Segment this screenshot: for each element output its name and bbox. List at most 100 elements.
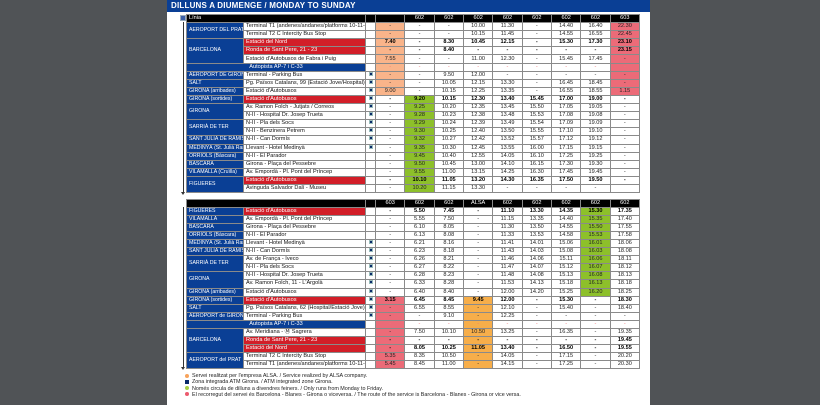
atm-zone-cell (365, 207, 376, 217)
departure-time: 8.22 (433, 263, 464, 273)
departure-time: - (375, 143, 406, 153)
departure-time: - (374, 239, 406, 249)
station-name: BÀSCARA (186, 223, 244, 233)
departure-time: - (375, 78, 406, 88)
stop-name: Terminal - Parking Bus (242, 70, 367, 80)
atm-zone-cell (365, 343, 376, 353)
timetable-page: DILLUNS A DIUMENGE / MONDAY TO SUNDAY Lí… (167, 0, 650, 405)
departure-time: - (521, 78, 552, 88)
station-name: SARRIÀ DE TER (186, 255, 244, 273)
departure-time: - (521, 70, 552, 80)
legend-text: Zona integrada ATM Girona. / ATM integra… (192, 379, 333, 386)
stop-name: Terminal T1 (andenes/andanes/platforms 1… (243, 359, 366, 369)
atm-bus-icon (368, 248, 373, 253)
departure-time: - (375, 70, 406, 80)
departure-time: 13.50 (492, 127, 523, 137)
departure-time: - (375, 127, 406, 137)
departure-time: - (374, 287, 406, 297)
departure-time: 15.54 (521, 119, 552, 129)
departure-time: - (462, 215, 494, 225)
route-number: 602 (462, 13, 494, 24)
departure-time: 6.10 (404, 223, 435, 233)
stop-name: Ronda de Sant Pere, 21 - 23 (242, 46, 367, 56)
atm-zone-cell (365, 103, 377, 113)
route-number: 602 (404, 13, 435, 24)
departure-time: 11.15 (433, 183, 465, 194)
departure-time: - (375, 119, 406, 129)
departure-time: - (521, 62, 552, 72)
departure-time: 17.45 (550, 167, 582, 177)
departure-time: - (375, 159, 406, 169)
departure-time: 8.35 (404, 351, 435, 361)
departure-time: - (433, 62, 465, 72)
departure-time: - (580, 183, 611, 194)
departure-time: 10.10 (433, 327, 464, 337)
table-row: MEDINYÀ (St. Julià Ramis)Llevant - Hotel… (186, 143, 641, 153)
departure-time: 8.30 (433, 38, 465, 48)
departure-time: 13.52 (492, 135, 523, 145)
departure-time: 6.13 (404, 231, 435, 241)
departure-time: 9.25 (404, 103, 435, 113)
departure-time: - (550, 62, 582, 72)
departure-time: - (521, 343, 552, 353)
departure-time: - (404, 38, 435, 48)
station-name: ORRIOLS (Bàscara) (186, 231, 244, 241)
legend-item: Només circula de dilluns a divendres fei… (185, 386, 521, 392)
departure-time: - (580, 70, 611, 80)
departure-time: - (492, 62, 523, 72)
departure-time: - (609, 175, 641, 185)
table-row: ORRIOLS (Bàscara) N-II - El Parador -6.13 8… (186, 231, 641, 241)
line-label: Línia (185, 13, 367, 24)
atm-bus-icon (185, 379, 189, 384)
departure-time: 17.08 (550, 111, 582, 121)
departure-time: 16.13 (580, 279, 611, 289)
departure-time: - (609, 127, 641, 137)
departure-time: 10.15 (433, 86, 465, 96)
atm-bus-icon (368, 80, 373, 84)
departure-time: - (404, 22, 435, 32)
stop-name: N-II - Can Dormís (243, 247, 366, 257)
departure-time: 17.45 (580, 54, 611, 64)
station-name: SALT (186, 303, 244, 313)
departure-time: 19.15 (580, 143, 611, 153)
icon-column-header (365, 13, 377, 24)
departure-time: 12.30 (492, 54, 523, 64)
legend-dot-icon (185, 392, 189, 397)
atm-bus-icon (368, 112, 373, 117)
departure-time: - (462, 263, 494, 273)
route-number: 602 (492, 198, 523, 209)
departure-time: 10.15 (433, 94, 465, 105)
departure-time: 19.45 (609, 335, 641, 345)
departure-time: 22.30 (609, 22, 641, 32)
table-row: Ronda de Sant Pere, 21 - 23- - - - - - - -19.45 (187, 335, 641, 345)
departure-time: 14.40 (550, 22, 582, 32)
departure-time: 14.08 (521, 271, 552, 281)
station-name: BARCELONA (186, 327, 244, 353)
station-name: VILAMALLA (186, 215, 244, 225)
departure-time: - (609, 111, 641, 121)
departure-time: 13.20 (462, 175, 494, 185)
departure-time: 11.43 (492, 247, 523, 257)
atm-zone-cell (365, 159, 377, 169)
departure-time: - (404, 54, 435, 64)
departure-time: 19.30 (580, 159, 611, 169)
departure-time: 17.25 (550, 359, 582, 369)
departure-time: 17.10 (550, 127, 582, 137)
departure-time: 11.00 (433, 359, 464, 369)
departure-time: 10.20 (404, 183, 435, 194)
departure-time: 7.40 (375, 38, 406, 48)
departure-time: 9.45 (462, 295, 494, 305)
departure-time: 19.08 (580, 111, 611, 121)
departure-time: 12.00 (462, 70, 494, 80)
departure-time: 17.15 (550, 351, 582, 361)
departure-time: - (433, 319, 464, 329)
departure-time: 13.40 (492, 343, 523, 353)
departure-time: 8.40 (433, 287, 464, 297)
departure-time: 16.30 (521, 167, 552, 177)
departure-time: - (462, 311, 494, 321)
departure-time: 8.18 (433, 247, 464, 257)
departure-time: - (375, 135, 406, 145)
departure-time: - (462, 207, 494, 217)
departure-time: - (404, 30, 435, 40)
stop-name: Av. Ramon Folch - Jutjats / Correos (242, 103, 367, 113)
